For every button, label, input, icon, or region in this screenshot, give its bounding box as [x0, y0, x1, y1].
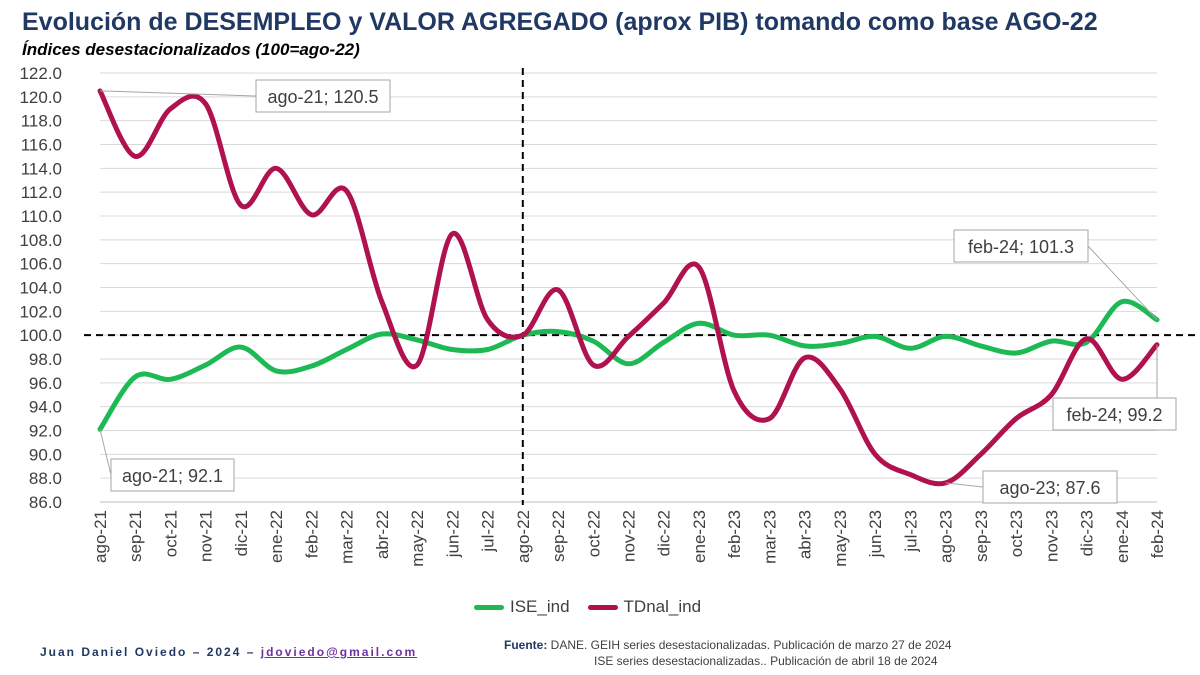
legend-swatch-ise [474, 604, 504, 610]
x-tick-label: jun-23 [866, 510, 885, 558]
x-tick-label: sep-23 [972, 510, 991, 562]
x-tick-label: feb-24 [1148, 510, 1167, 558]
axis-layer: 86.0 88.0 90.0 92.0 94.0 96.0 98.0 100.0 102.0 10… [19, 64, 1167, 567]
y-tick-label: 114.0 [21, 159, 62, 178]
x-tick-label: may-22 [408, 510, 427, 567]
annotations-layer: ago-21; 120.5 ago-21; 92.1 feb-24; 101.3 fe… [99, 79, 1177, 504]
x-tick-label: jun-22 [443, 510, 462, 558]
y-tick-label: 88.0 [29, 469, 62, 488]
annotation-label: ago-21; 92.1 [122, 466, 223, 486]
annotation-box [1052, 397, 1177, 431]
x-tick-label: oct-23 [1007, 510, 1026, 557]
y-tick-label: 116.0 [21, 136, 62, 155]
x-tick-label: oct-21 [161, 510, 180, 557]
x-tick-label: feb-23 [725, 510, 744, 558]
x-tick-label: dic-23 [1078, 510, 1097, 556]
y-tick-label: 122.0 [19, 64, 62, 83]
source-note: Fuente: DANE. GEIH series desestacionali… [504, 637, 952, 669]
x-tick-label: oct-22 [584, 510, 603, 557]
x-tick-label: sep-21 [126, 510, 145, 562]
annotation-box [255, 79, 391, 113]
y-tick-label: 118.0 [21, 112, 62, 131]
legend-item-ise: ISE_ind [474, 597, 570, 617]
y-tick-label: 120.0 [19, 88, 62, 107]
x-tick-label: feb-22 [302, 510, 321, 558]
footer-author: Juan Daniel Oviedo – 2024 – jdoviedo@gma… [40, 645, 417, 659]
annotation-label: ago-23; 87.6 [999, 478, 1100, 498]
annotation-leader [99, 429, 112, 476]
legend-label-ise: ISE_ind [510, 597, 570, 616]
chart-legend: ISE_ind TDnal_ind [474, 596, 719, 618]
x-tick-label: nov-22 [620, 510, 639, 562]
source-line-1: DANE. GEIH series desestacionalizadas. P… [547, 638, 952, 652]
x-tick-label: sep-22 [549, 510, 568, 562]
author-name: Juan Daniel Oviedo – 2024 – [40, 645, 261, 659]
x-tick-label: dic-22 [655, 510, 674, 556]
annotation-label: feb-24; 99.2 [1066, 405, 1162, 425]
author-email-link[interactable]: jdoviedo@gmail.com [260, 645, 418, 659]
x-tick-label: abr-22 [373, 510, 392, 559]
y-tick-label: 102.0 [19, 302, 62, 321]
x-tick-label: ago-21 [91, 510, 110, 563]
y-tick-label: 100.0 [19, 326, 62, 345]
y-tick-label: 98.0 [29, 350, 62, 369]
x-tick-label: ene-23 [690, 510, 709, 563]
y-tick-label: 92.0 [29, 422, 62, 441]
x-tick-label: ago-22 [514, 510, 533, 563]
annotation-label: ago-21; 120.5 [267, 87, 378, 107]
series-line-tdnal-ind [97, 88, 1160, 487]
x-tick-label: ene-22 [267, 510, 286, 563]
annotation-label: feb-24; 101.3 [968, 237, 1074, 257]
series-line-ise-ind [97, 298, 1160, 432]
x-tick-label: abr-23 [796, 510, 815, 559]
y-tick-label: 106.0 [19, 255, 62, 274]
annotation-box [953, 229, 1089, 263]
legend-item-td: TDnal_ind [587, 597, 702, 617]
source-label: Fuente: [504, 638, 548, 652]
reference-lines [84, 68, 1197, 505]
x-tick-label: nov-23 [1042, 510, 1061, 562]
y-tick-label: 86.0 [29, 493, 62, 512]
x-tick-label: ago-23 [937, 510, 956, 563]
annotation-leader [1087, 245, 1158, 321]
x-tick-label: jul-22 [479, 510, 498, 553]
series-layer [97, 88, 1160, 487]
x-tick-label: dic-21 [232, 510, 251, 556]
annotation-box [110, 458, 235, 492]
x-tick-label: mar-22 [338, 510, 357, 564]
x-tick-label: jul-23 [901, 510, 920, 553]
y-tick-label: 110.0 [21, 207, 62, 226]
x-tick-label: may-23 [831, 510, 850, 567]
y-tick-label: 90.0 [29, 445, 62, 464]
y-tick-label: 108.0 [19, 231, 62, 250]
chart-title: Evolución de DESEMPLEO y VALOR AGREGADO … [22, 8, 1098, 36]
x-tick-label: mar-23 [760, 510, 779, 564]
legend-label-td: TDnal_ind [623, 597, 702, 616]
annotation-box [982, 470, 1118, 504]
y-tick-label: 96.0 [29, 374, 62, 393]
y-tick-label: 104.0 [19, 279, 62, 298]
x-tick-label: ene-24 [1113, 510, 1132, 563]
legend-swatch-td [587, 604, 618, 610]
annotation-leader [99, 90, 257, 97]
y-tick-label: 112.0 [21, 183, 62, 202]
annotation-leader [945, 482, 984, 488]
chart-subtitle: Índices desestacionalizados (100=ago-22) [22, 40, 360, 59]
source-line-2: ISE series desestacionalizadas.. Publica… [594, 654, 938, 668]
x-tick-label: nov-21 [197, 510, 216, 562]
y-tick-label: 94.0 [29, 398, 62, 417]
